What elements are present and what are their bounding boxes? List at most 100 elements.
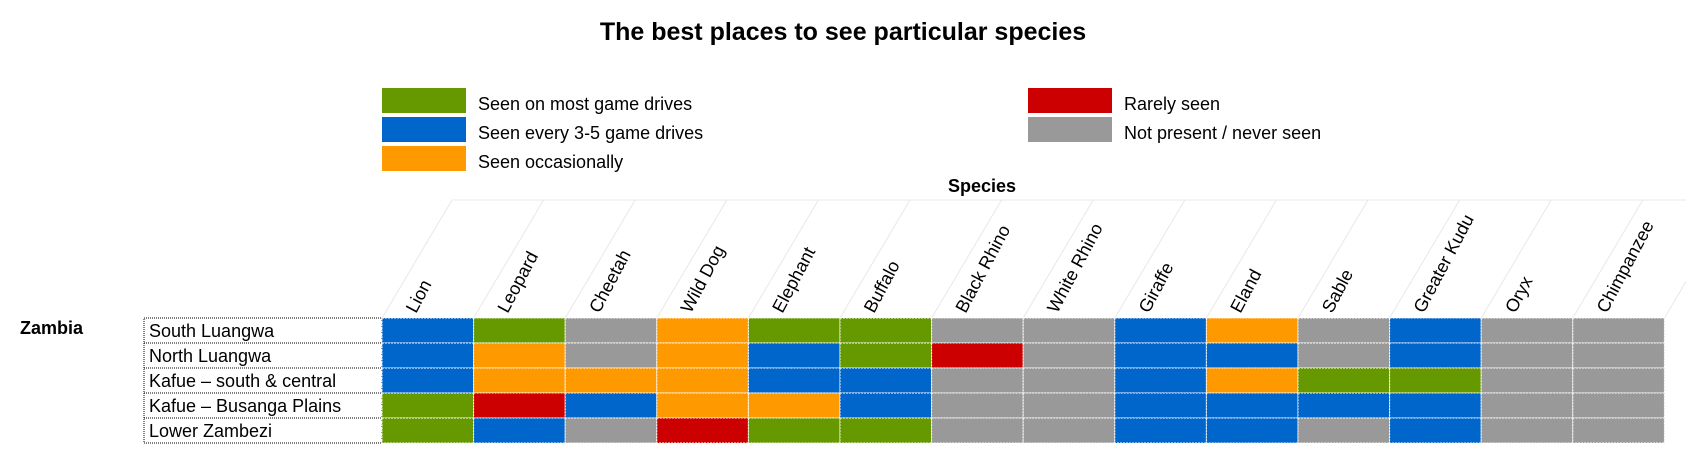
heatmap-cell — [564, 317, 658, 344]
heatmap-cell — [381, 417, 475, 444]
column-label: Lion — [402, 276, 436, 315]
column-label: Giraffe — [1135, 259, 1178, 316]
heatmap-cell — [564, 342, 658, 369]
heatmap-cell — [1572, 317, 1665, 344]
legend-label-most: Seen on most game drives — [478, 94, 693, 114]
heatmap-cell — [1480, 392, 1574, 419]
heatmap-cell — [1022, 367, 1116, 394]
legend-swatch-rare — [1028, 88, 1112, 113]
heatmap-cell — [931, 367, 1024, 394]
heatmap-cell — [839, 367, 933, 394]
heatmap-cell — [656, 317, 749, 344]
legend-swatch-none — [1028, 117, 1112, 142]
heatmap-cell — [747, 417, 841, 444]
heatmap-cell — [931, 392, 1024, 419]
heatmap-cell — [1022, 392, 1116, 419]
heatmap-cell — [1389, 367, 1482, 394]
heatmap-cell — [1205, 367, 1299, 394]
row-label: North Luangwa — [149, 346, 272, 366]
column-label: Cheetah — [585, 246, 635, 315]
heatmap-cell — [931, 317, 1024, 344]
heatmap-cell — [1480, 342, 1574, 369]
column-label: Oryx — [1501, 273, 1536, 316]
header-guide-line — [564, 199, 636, 319]
heatmap-cell — [1297, 317, 1391, 344]
legend-swatch-occasional — [382, 146, 466, 171]
heatmap-cell — [839, 417, 933, 444]
header-guide-line — [1389, 199, 1461, 319]
heatmap-cell — [656, 417, 749, 444]
header-guide-line — [1114, 199, 1186, 319]
heatmap-cell — [381, 392, 475, 419]
heatmap-cell — [381, 342, 475, 369]
column-label: Sable — [1318, 266, 1357, 316]
heatmap-cell — [564, 392, 658, 419]
heatmap-cell — [1114, 317, 1207, 344]
heatmap-cell — [1205, 417, 1299, 444]
heatmap-cell — [656, 392, 749, 419]
legend-label-none: Not present / never seen — [1124, 123, 1322, 143]
header-guide-line — [839, 199, 911, 319]
heatmap-cell — [564, 367, 658, 394]
heatmap-cell — [1114, 342, 1207, 369]
heatmap-cell — [656, 342, 749, 369]
legend-label-occasional: Seen occasionally — [478, 152, 624, 172]
header-guide-line — [1663, 280, 1686, 319]
heatmap-cell — [1297, 417, 1391, 444]
column-label: Chimpanzee — [1593, 217, 1658, 316]
row-label: Kafue – south & central — [149, 371, 336, 391]
legend-swatch-most — [382, 88, 466, 113]
legend-swatch-every — [382, 117, 466, 142]
heatmap-cell — [1114, 367, 1207, 394]
heatmap-cell — [1022, 342, 1116, 369]
column-label: Buffalo — [860, 257, 904, 316]
heatmap-cell — [931, 417, 1024, 444]
heatmap-cell — [747, 392, 841, 419]
heatmap-cell — [1389, 417, 1482, 444]
country-label: Zambia — [20, 318, 84, 338]
heatmap-cell — [1572, 367, 1665, 394]
heatmap-cell — [1022, 317, 1116, 344]
heatmap-cell — [1022, 417, 1116, 444]
header-guide-line — [656, 199, 728, 319]
heatmap-cell — [1205, 317, 1299, 344]
heatmap-cell — [1480, 417, 1574, 444]
column-label: Elephant — [768, 244, 819, 316]
heatmap-cell — [1572, 417, 1665, 444]
heatmap-cell — [1480, 367, 1574, 394]
heatmap-cell — [1389, 392, 1482, 419]
heatmap-cell — [473, 367, 566, 394]
header-guide-line — [473, 199, 545, 319]
heatmap-cell — [1114, 417, 1207, 444]
chart-title: The best places to see particular specie… — [599, 18, 1087, 46]
heatmap-cell — [1297, 392, 1391, 419]
heatmap-cell — [1389, 342, 1482, 369]
header-guide-line — [931, 199, 1003, 319]
row-label: Kafue – Busanga Plains — [149, 396, 341, 416]
heatmap-cell — [1572, 392, 1665, 419]
heatmap-cell — [747, 342, 841, 369]
heatmap-cell — [473, 392, 566, 419]
heatmap-cell — [473, 317, 566, 344]
row-label: Lower Zambezi — [149, 421, 272, 441]
heatmap-cell — [1205, 342, 1299, 369]
header-guide-line — [1022, 199, 1094, 319]
heatmap-cell — [473, 417, 566, 444]
heatmap-cell — [839, 342, 933, 369]
heatmap-cell — [381, 367, 475, 394]
heatmap-cell — [564, 417, 658, 444]
column-axis-title: Species — [948, 176, 1017, 196]
heatmap-cell — [473, 342, 566, 369]
heatmap-cell — [1114, 392, 1207, 419]
column-label: Wild Dog — [677, 242, 729, 316]
column-label: Leopard — [493, 248, 542, 316]
heatmap-cell — [381, 317, 475, 344]
heatmap-cell — [1297, 367, 1391, 394]
row-label-box — [143, 317, 383, 444]
heatmap-cell — [1480, 317, 1574, 344]
row-label: South Luangwa — [149, 321, 275, 341]
heatmap-cell — [839, 392, 933, 419]
column-label: Eland — [1226, 266, 1265, 316]
heatmap-cell — [1297, 342, 1391, 369]
